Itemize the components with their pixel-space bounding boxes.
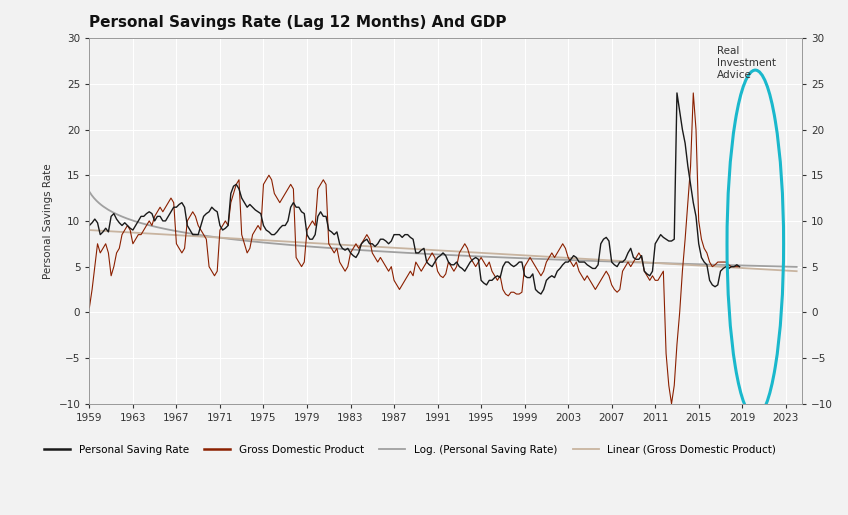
- Text: Personal Savings Rate (Lag 12 Months) And GDP: Personal Savings Rate (Lag 12 Months) An…: [89, 15, 507, 30]
- Legend: Personal Saving Rate, Gross Domestic Product, Log. (Personal Saving Rate), Linea: Personal Saving Rate, Gross Domestic Pro…: [40, 440, 780, 459]
- Y-axis label: Personal Savings Rate: Personal Savings Rate: [43, 163, 53, 279]
- Text: Real
Investment
Advice: Real Investment Advice: [717, 46, 776, 79]
